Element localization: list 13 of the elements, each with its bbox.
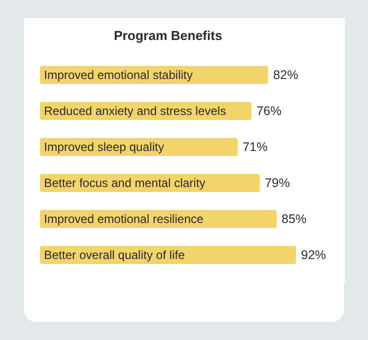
y-tick-label: Improved emotional resilience: [44, 212, 204, 226]
data-label: 82%: [273, 68, 298, 82]
y-tick-label: Reduced anxiety and stress levels: [44, 104, 226, 118]
y-tick-label: Better overall quality of life: [44, 248, 186, 262]
chart-title: Program Benefits: [114, 28, 222, 43]
y-tick-label: Improved emotional stability: [44, 68, 193, 82]
data-label: 76%: [256, 104, 282, 118]
data-label: 71%: [242, 140, 268, 154]
data-label: 92%: [301, 248, 326, 262]
data-label: 79%: [264, 176, 290, 190]
data-label: 85%: [282, 212, 307, 226]
y-tick-label: Better focus and mental clarity: [44, 176, 206, 190]
y-tick-label: Improved sleep quality: [44, 140, 164, 154]
